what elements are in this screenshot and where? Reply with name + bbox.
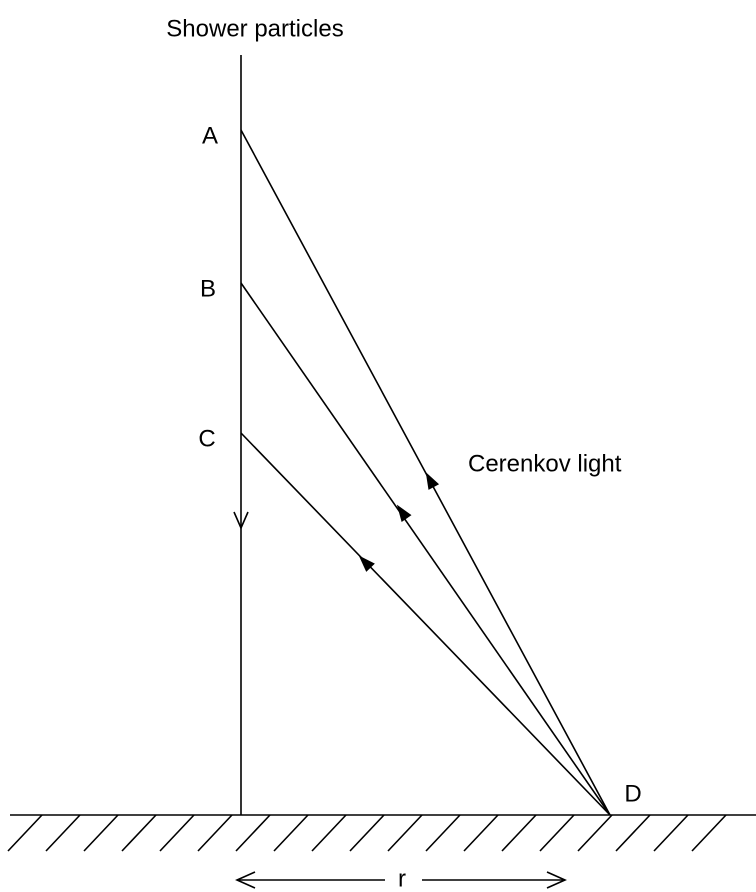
point-label: A	[202, 122, 218, 149]
light-ray-c	[240, 432, 611, 816]
hatch-line	[653, 814, 689, 852]
point-label: B	[200, 275, 216, 302]
hatch-line	[273, 814, 309, 852]
point-label: D	[624, 780, 641, 807]
point-label: C	[198, 425, 215, 452]
hatch-line	[197, 814, 233, 852]
ray-arrow	[358, 555, 375, 572]
hatch-line	[83, 814, 119, 852]
hatch-line	[615, 814, 651, 852]
hatch-line	[539, 814, 575, 852]
hatch-line	[311, 814, 347, 852]
hatch-line	[425, 814, 461, 852]
shower-arrow	[233, 511, 249, 530]
distance-arrow-head	[546, 871, 567, 889]
hatch-line	[159, 814, 195, 852]
hatch-line	[691, 814, 727, 852]
distance-arrow-head	[235, 871, 256, 889]
light-label: Cerenkov light	[468, 450, 622, 477]
light-ray-a	[240, 129, 611, 816]
hatch-line	[577, 814, 613, 852]
ray-arrow	[396, 504, 412, 522]
light-ray-b	[240, 282, 611, 816]
ground-hatch	[7, 814, 727, 852]
shower-label: Shower particles	[166, 15, 343, 42]
hatch-line	[501, 814, 537, 852]
hatch-line	[235, 814, 271, 852]
hatch-line	[7, 814, 43, 852]
ray-arrow	[425, 472, 440, 490]
hatch-line	[121, 814, 157, 852]
hatch-line	[349, 814, 385, 852]
hatch-line	[45, 814, 81, 852]
distance-label: r	[398, 865, 406, 892]
hatch-line	[387, 814, 423, 852]
hatch-line	[463, 814, 499, 852]
